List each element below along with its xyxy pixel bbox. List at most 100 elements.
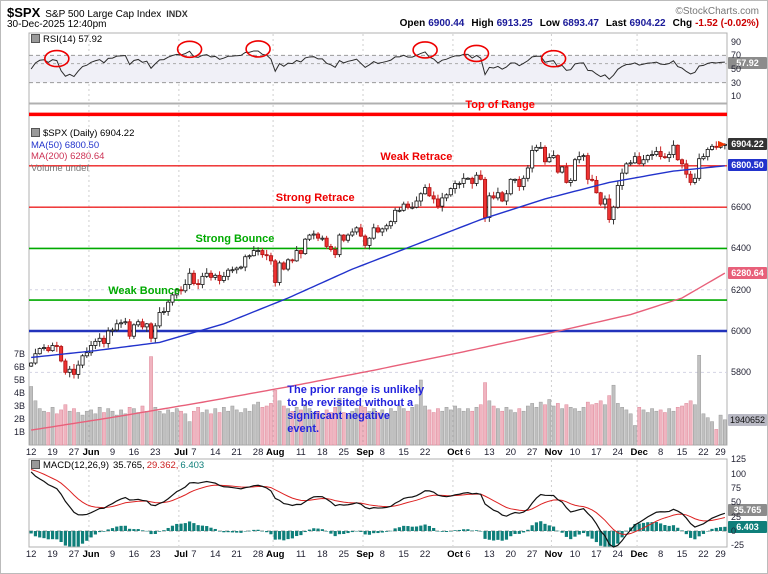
candle-body [341, 234, 346, 241]
macd-histogram-bar [200, 525, 205, 531]
macd-histogram-bar [389, 530, 393, 532]
macd-histogram-bar [239, 531, 243, 533]
candle-body [508, 178, 513, 195]
volume-bar [633, 425, 637, 446]
volume-bar [54, 413, 59, 446]
macd-histogram-bar [680, 530, 684, 531]
candle-body [572, 159, 577, 181]
quote-value-open: 6900.44 [428, 18, 465, 29]
volume-bar [680, 405, 684, 446]
rsi-alert-circle [412, 41, 438, 59]
macd-histogram-bar [265, 531, 269, 533]
macd-histogram-bar [333, 531, 337, 537]
macd-histogram-bar [282, 531, 286, 541]
last-price-arrow [718, 140, 726, 148]
volume-bar [97, 407, 102, 446]
volume-bar [598, 400, 603, 446]
candle-body [710, 145, 715, 150]
volume-bar [491, 405, 496, 446]
macd-histogram-bar [436, 531, 440, 532]
macd-histogram-bar [586, 531, 590, 537]
macd-histogram-bar [714, 527, 718, 531]
candle-body [320, 237, 325, 240]
volume-bar [144, 410, 149, 446]
price-legend-text: MA(200) 6280.64 [31, 151, 105, 162]
candle-body [671, 144, 676, 155]
volume-bar [149, 356, 153, 446]
macd-histogram-bar [359, 531, 363, 532]
macd-histogram-bar [132, 529, 136, 531]
macd-histogram-bar [295, 531, 299, 537]
candle-body [465, 177, 470, 180]
candle-body [298, 250, 303, 255]
volume-bar [110, 410, 115, 446]
ma50-value-box: 6800.50 [728, 159, 767, 171]
volume-bar [397, 405, 402, 446]
candle-body [71, 368, 76, 375]
macd-histogram-bar [102, 531, 106, 532]
candle-body [119, 322, 124, 325]
volume-bar [543, 404, 547, 446]
candle-body [371, 227, 376, 239]
candle-body [662, 156, 667, 159]
macd-histogram-bar [440, 531, 444, 532]
macd-histogram-bar [140, 530, 145, 531]
volume-bar [718, 414, 723, 446]
volume-bar [89, 409, 93, 446]
macd-histogram-bar [98, 531, 102, 533]
volume-bar [84, 410, 89, 446]
rsi-alert-circle [463, 44, 490, 63]
macd-histogram-bar [89, 531, 93, 538]
volume-bar [401, 408, 406, 446]
volume-bar [192, 410, 196, 446]
candle-body [290, 259, 295, 262]
volume-bar [209, 413, 213, 446]
candle-body [230, 269, 235, 272]
candle-body [615, 185, 620, 208]
candle-body [628, 162, 633, 165]
candle-body [217, 274, 222, 281]
macd-histogram-bar [723, 526, 727, 531]
candle-body [303, 238, 308, 255]
candle-body [324, 237, 329, 247]
volume-bar [590, 404, 594, 446]
macd-histogram-bar [243, 531, 247, 532]
macd-histogram-bar [466, 529, 470, 531]
copyright: ©StockCharts.com [675, 6, 759, 17]
macd-histogram-bar [80, 531, 85, 544]
indicator-settings-icon[interactable] [31, 34, 40, 43]
candle-body [76, 364, 81, 375]
macd-histogram-bar [419, 525, 423, 531]
macd-legend-prefix: MACD(12,26,9) [43, 460, 109, 471]
volume-bar [521, 410, 526, 446]
macd-histogram-bar [646, 522, 650, 531]
candle-body [106, 330, 111, 344]
macd-histogram-bar [329, 531, 333, 534]
candle-body [491, 195, 496, 199]
candle-body [525, 167, 530, 179]
candle-body [174, 289, 179, 296]
macd-histogram-bar [312, 528, 316, 531]
macd-histogram-bar [209, 527, 213, 531]
macd-histogram-bar [577, 531, 581, 535]
candle-body [54, 345, 59, 347]
volume-bar [213, 408, 218, 446]
indicator-settings-icon[interactable] [31, 128, 40, 137]
volume-bar [448, 409, 453, 446]
volume-bar [37, 408, 42, 446]
volume-bar [243, 408, 248, 446]
rsi-band [30, 55, 726, 83]
macd-value: 35.765, [113, 460, 145, 471]
indicator-settings-icon[interactable] [31, 460, 40, 469]
candle-body [431, 195, 436, 200]
volume-bar [350, 410, 355, 446]
macd-histogram-bar [573, 531, 577, 537]
volume-bar [500, 410, 505, 446]
candle-body [384, 225, 389, 230]
rsi-legend: RSI(14) 57.92 [31, 34, 102, 45]
volume-bar [123, 413, 128, 446]
candle-body [358, 227, 363, 237]
volume-bar [290, 410, 295, 446]
macd-histogram-bar [68, 531, 72, 547]
